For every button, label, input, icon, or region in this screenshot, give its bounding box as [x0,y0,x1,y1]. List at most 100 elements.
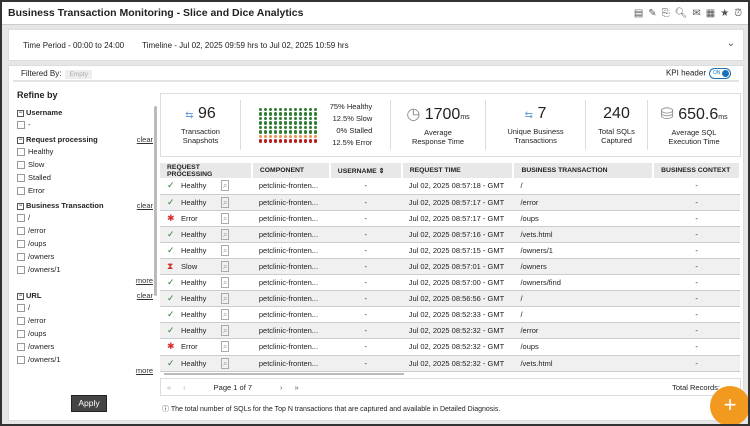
chevron-down-icon[interactable]: ⌄ [726,38,735,49]
checkbox[interactable] [17,316,25,325]
horizontal-scrollbar[interactable] [164,373,404,375]
distribution-dot [278,107,283,111]
distribution-dot [258,116,263,120]
collapse-icon[interactable]: − [17,202,24,210]
filter-option[interactable]: - [17,120,153,129]
column-header[interactable]: BUSINESS CONTEXT [653,163,741,178]
star-icon[interactable]: ★ [720,7,730,19]
filter-option[interactable]: /oups [17,329,153,338]
table-row[interactable]: ✱ Error ⌕ petclinic-fronten... - Jul 02, 2… [160,210,740,227]
filter-option[interactable]: Stalled [17,173,153,182]
drilldown-icon[interactable]: ⌕ [221,212,230,224]
drilldown-icon[interactable]: ⌕ [221,309,230,321]
table-row[interactable]: ✱ Error ⌕ petclinic-fronten... - Jul 02, 2… [160,338,740,356]
distribution-dot [263,121,268,125]
checkbox[interactable] [17,329,25,338]
clear-link[interactable]: clear [136,291,153,300]
checkbox[interactable] [17,252,25,261]
checkbox[interactable] [17,160,25,169]
search-icon[interactable]: 🔍︎ [674,7,688,19]
drilldown-icon[interactable]: ⌕ [221,277,230,289]
table-row[interactable]: ✓ Healthy ⌕ petclinic-fronten... - Jul 02,… [160,290,740,308]
filter-option[interactable]: /owners [17,252,153,261]
drilldown-icon[interactable]: ⌕ [221,357,230,369]
kpi-unique-bt[interactable]: ⇆ 7 Unique Business Transactions [486,100,586,150]
filter-option[interactable]: / [17,213,153,222]
filter-option[interactable]: /owners [17,342,153,351]
filter-option[interactable]: Healthy [17,147,153,156]
collapse-icon[interactable]: − [17,136,24,144]
checkbox[interactable] [17,226,25,235]
table-row[interactable]: ✓ Healthy ⌕ petclinic-fronten... - Jul 02,… [160,178,740,195]
table-row[interactable]: ✓ Healthy ⌕ petclinic-fronten... - Jul 02,… [160,242,740,259]
column-header[interactable]: REQUEST TIME [401,163,515,178]
more-link[interactable]: more [135,366,153,375]
table-row[interactable]: ✓ Healthy ⌕ petclinic-fronten... - Jul 02,… [160,226,740,243]
clear-link[interactable]: clear [136,135,153,144]
table-row[interactable]: ✓ Healthy ⌕ petclinic-fronten... - Jul 02,… [160,355,740,372]
collapse-icon[interactable]: − [17,109,24,117]
column-header[interactable]: COMPONENT [251,163,331,178]
checkbox[interactable] [17,213,25,222]
checkbox[interactable] [17,186,25,195]
filter-option[interactable]: / [17,303,153,312]
filter-option[interactable]: Error [17,186,153,195]
report-icon[interactable]: ▤ [633,7,644,19]
checkbox[interactable] [17,342,25,351]
clear-link[interactable]: clear [136,201,153,210]
drilldown-icon[interactable]: ⌕ [221,244,230,256]
collapse-icon[interactable]: − [17,292,24,300]
sidebar-scrollbar[interactable] [154,106,157,296]
apply-button[interactable]: Apply [71,395,107,412]
table-row[interactable]: ✓ Healthy ⌕ petclinic-fronten... - Jul 02,… [160,194,740,211]
filter-option[interactable]: /owners/1 [17,265,153,274]
export-icon[interactable]: ⎘ [661,7,670,19]
checkbox[interactable] [17,120,25,129]
kpi-header-toggle[interactable]: ON [709,67,731,79]
excel-icon[interactable]: ▦ [705,7,716,19]
last-page-icon[interactable]: » [294,382,299,392]
checkbox[interactable] [17,265,25,274]
table-row[interactable]: ✓ Healthy ⌕ petclinic-fronten... - Jul 02,… [160,274,740,292]
distribution-dot [293,130,298,134]
column-header[interactable]: USERNAME ⇕ [329,163,403,178]
column-header[interactable]: REQUEST PROCESSING [160,163,253,178]
prev-page-icon[interactable]: ‹ [183,382,186,392]
kpi-snapshots[interactable]: ⇆ 96 Transaction Snapshots [161,100,241,150]
checkbox[interactable] [17,239,25,248]
drilldown-icon[interactable]: ⌕ [221,261,230,273]
more-link[interactable]: more [135,276,153,285]
checkbox[interactable] [17,355,25,364]
distribution-dot [283,116,288,120]
table-row[interactable]: ✓ Healthy ⌕ petclinic-fronten... - Jul 02,… [160,306,740,324]
first-page-icon[interactable]: « [167,382,172,392]
filter-option[interactable]: /error [17,226,153,235]
column-header[interactable]: BUSINESS TRANSACTION [513,163,655,178]
business-context-cell: - [653,210,740,227]
filter-option[interactable]: /owners/1 [17,355,153,364]
drilldown-icon[interactable]: ⌕ [221,325,230,337]
checkbox[interactable] [17,147,25,156]
drilldown-icon[interactable]: ⌕ [221,196,230,208]
kpi-total-sqls[interactable]: 240 Total SQLs Captured [586,100,648,150]
checkbox[interactable] [17,303,25,312]
filter-option[interactable]: /oups [17,239,153,248]
drilldown-icon[interactable]: ⌕ [221,341,230,353]
filter-option[interactable]: Slow [17,160,153,169]
checkbox[interactable] [17,173,25,182]
add-fab-button[interactable]: + [710,386,748,424]
username-cell: - [329,306,402,324]
filter-option[interactable]: /error [17,316,153,325]
drilldown-icon[interactable]: ⌕ [221,180,230,192]
kpi-sql-time: ⛁ 650.6ms Average SQL Execution Time [648,100,740,150]
edit-icon[interactable]: ✎ [648,7,657,19]
drilldown-icon[interactable]: ⌕ [221,228,230,240]
business-transaction-cell: /error [513,322,654,340]
table-row[interactable]: ⧗ Slow ⌕ petclinic-fronten... - Jul 02, 20… [160,258,740,276]
table-row[interactable]: ✓ Healthy ⌕ petclinic-fronten... - Jul 02,… [160,322,740,340]
next-page-icon[interactable]: › [280,382,283,392]
sort-icon[interactable]: ⇕ [378,167,385,175]
drilldown-icon[interactable]: ⌕ [221,293,230,305]
alarm-icon[interactable]: ⏰︎ [734,7,742,19]
mail-icon[interactable]: ✉ [692,7,701,19]
